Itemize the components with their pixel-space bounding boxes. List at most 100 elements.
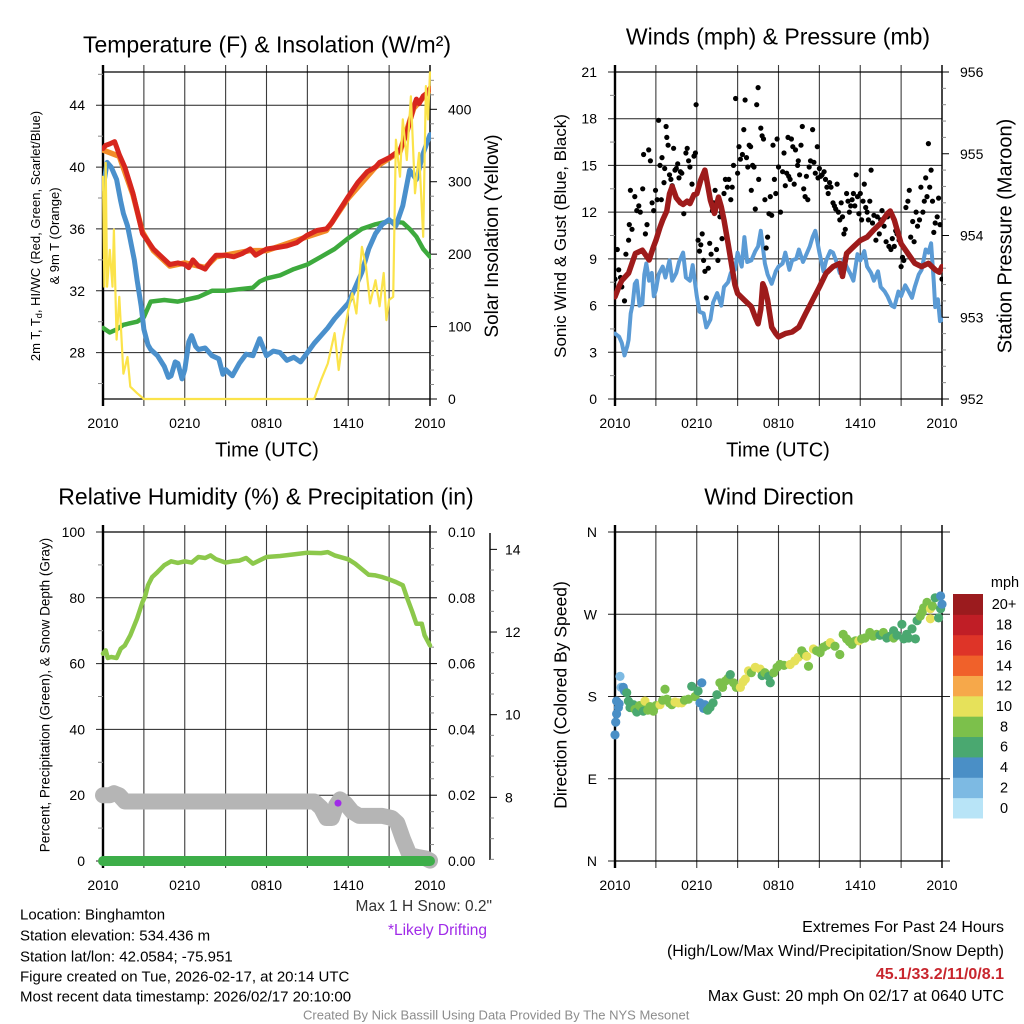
gust-point — [825, 190, 831, 197]
wind-direction-point — [708, 698, 718, 708]
gust-point — [781, 150, 787, 156]
gust-point — [758, 125, 764, 131]
gust-point — [627, 187, 634, 193]
y2-tick-label: 300 — [448, 174, 472, 190]
gust-point — [679, 170, 685, 176]
wind-direction-point — [622, 688, 632, 698]
x-tick-label: 0210 — [169, 877, 200, 893]
y2-tick-label: 952 — [960, 391, 984, 407]
wind-direction-chart-title: Wind Direction — [704, 483, 854, 510]
gust-point — [623, 251, 629, 257]
x-tick-label: 0210 — [681, 415, 712, 431]
gust-point — [853, 172, 859, 178]
y2-tick-label: 0.00 — [448, 853, 475, 869]
y-tick-label: 40 — [69, 159, 85, 175]
gust-point — [868, 167, 874, 173]
x-tick-label: 1410 — [333, 877, 364, 893]
gust-point — [927, 184, 933, 190]
wind-direction-point — [611, 717, 621, 727]
gust-point — [827, 180, 833, 186]
gust-point — [787, 176, 793, 182]
wind-direction-point — [614, 699, 624, 709]
likely-drifting-point — [334, 799, 342, 807]
y2-tick-label: 0.08 — [448, 590, 475, 606]
x-tick-label: 2010 — [87, 877, 118, 893]
gust-point — [865, 217, 872, 223]
gust-point — [812, 170, 818, 176]
gust-point — [752, 206, 758, 212]
y-tick-label: 36 — [69, 221, 85, 237]
colorbar-label: 12 — [996, 679, 1012, 695]
y-tick-label: 80 — [69, 590, 85, 606]
y2-tick-label: 956 — [960, 64, 984, 80]
winds-station-pressure-series — [614, 167, 943, 340]
x-tick-label: 2010 — [87, 415, 118, 431]
colorbar-bin — [953, 634, 983, 656]
gust-point — [671, 145, 677, 151]
temperature-solar-insolation-series — [102, 71, 431, 401]
wind-direction-point — [937, 599, 947, 609]
gust-point — [614, 246, 620, 253]
y-tick-label: N — [587, 853, 597, 869]
figure-created-timestamp: Figure created on Tue, 2026-02-17, at 20… — [20, 968, 350, 986]
x-tick-label: 2010 — [599, 415, 630, 431]
gust-point — [702, 268, 708, 274]
ylabel-part: 2m T, T — [27, 318, 43, 362]
gust-point — [874, 214, 880, 220]
gust-point — [822, 176, 829, 182]
gust-point — [844, 190, 850, 197]
gust-point — [888, 246, 894, 253]
colorbar-bin — [953, 614, 983, 636]
gust-point — [838, 200, 844, 206]
gust-point — [696, 248, 703, 254]
gust-point — [739, 151, 746, 158]
gust-point — [646, 147, 652, 153]
gust-point — [816, 165, 823, 172]
sonic-wind-line — [614, 228, 943, 358]
gust-point — [673, 165, 679, 172]
gust-point — [760, 136, 767, 142]
gust-point — [708, 251, 714, 257]
y-tick-label: 100 — [62, 524, 86, 540]
wind-direction-point — [803, 661, 814, 671]
gust-point — [883, 239, 889, 245]
snow-tick-label: 14 — [505, 541, 521, 557]
relative-humidity-line — [100, 549, 433, 661]
humidity-likely-drifting-series — [334, 799, 342, 807]
gust-point — [661, 180, 667, 186]
gust-point — [834, 181, 840, 187]
gust-point — [931, 229, 937, 235]
gust-point — [821, 169, 827, 175]
colorbar-label: 18 — [996, 618, 1012, 634]
gust-point — [810, 127, 816, 133]
wind-direction-point — [687, 681, 697, 692]
gust-point — [765, 234, 771, 240]
gust-point — [891, 243, 897, 249]
y-tick-label: 15 — [581, 157, 597, 173]
gust-point — [698, 242, 704, 248]
gust-point — [780, 169, 786, 175]
x-tick-label: 0810 — [251, 877, 282, 893]
gust-point — [795, 158, 801, 164]
gust-point — [736, 144, 742, 150]
gust-point — [614, 276, 618, 282]
x-tick-label: 2010 — [414, 415, 445, 431]
gust-point — [803, 173, 810, 179]
colorbar-label: 8 — [1000, 719, 1008, 735]
wind-direction-point — [725, 670, 735, 680]
colorbar-label: 10 — [996, 699, 1012, 715]
gust-point — [721, 190, 727, 197]
gust-point — [936, 195, 942, 201]
gust-point — [687, 164, 693, 170]
gust-point — [775, 164, 782, 170]
temperature-chart: 28 32 36 40 44 0 100 200 300 400 2010 0210 0810 1410 2… — [69, 65, 472, 431]
gust-point — [923, 175, 929, 181]
gust-point — [666, 172, 673, 178]
winds-gust-series — [614, 85, 943, 304]
gust-point — [839, 214, 846, 220]
x-tick-label: 2010 — [926, 877, 957, 893]
gust-point — [914, 223, 921, 229]
wind-direction-point — [936, 591, 946, 601]
gust-point — [748, 187, 754, 193]
